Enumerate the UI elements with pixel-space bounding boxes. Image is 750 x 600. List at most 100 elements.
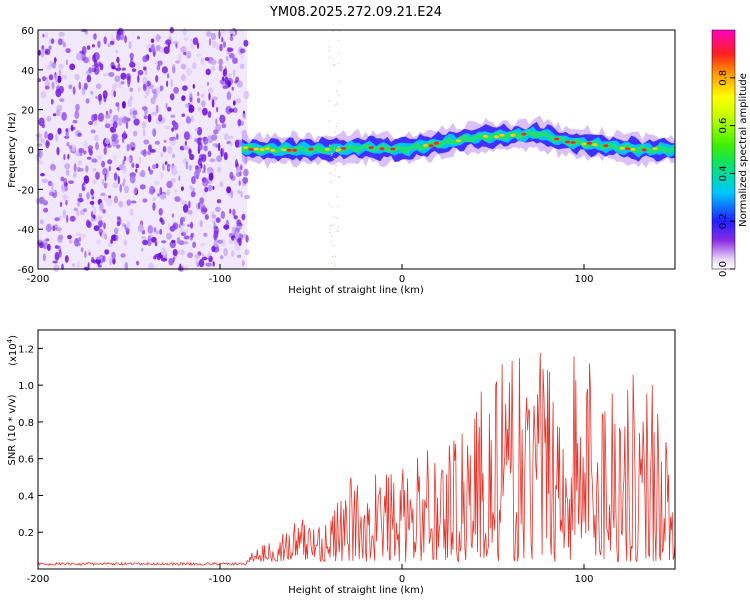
noise-speckle — [49, 164, 57, 171]
noise-speckle — [147, 113, 152, 123]
noise-speckle — [159, 228, 163, 235]
noise-speckle — [45, 32, 49, 38]
faint-speckle — [332, 63, 335, 66]
y-multiplier-base: (x10 — [8, 343, 19, 366]
noise-speckle — [167, 42, 170, 49]
noise-speckle — [155, 75, 159, 83]
ridge-peak — [428, 144, 434, 148]
noise-speckle — [101, 231, 107, 240]
noise-speckle — [115, 49, 119, 54]
noise-speckle — [175, 43, 178, 49]
noise-speckle — [235, 231, 240, 239]
noise-speckle — [103, 36, 107, 45]
noise-speckle — [177, 54, 182, 63]
noise-speckle — [207, 252, 211, 258]
noise-speckle — [228, 108, 235, 113]
noise-speckle — [40, 173, 45, 177]
noise-speckle — [126, 220, 131, 229]
faint-speckle — [332, 245, 335, 247]
noise-speckle — [188, 164, 192, 171]
noise-speckle — [111, 251, 116, 260]
noise-speckle — [103, 182, 108, 189]
noise-speckle — [172, 256, 175, 263]
noise-speckle — [135, 163, 140, 169]
noise-speckle — [126, 199, 132, 207]
noise-speckle — [55, 133, 59, 142]
noise-speckle — [139, 184, 146, 190]
faint-speckle — [328, 99, 331, 102]
noise-speckle — [194, 128, 199, 132]
noise-speckle — [235, 98, 241, 104]
faint-speckle — [339, 176, 341, 179]
top-x-axis-label: Height of straight line (km) — [288, 285, 424, 296]
faint-speckle — [337, 93, 339, 96]
noise-speckle — [101, 178, 105, 186]
noise-speckle — [230, 189, 234, 199]
noise-speckle — [154, 180, 160, 186]
faint-speckle — [335, 164, 338, 167]
noise-speckle — [172, 63, 175, 68]
noise-speckle — [61, 111, 67, 121]
noise-speckle — [203, 145, 208, 152]
noise-speckle — [149, 234, 154, 238]
noise-speckle — [61, 185, 65, 193]
noise-speckle — [200, 57, 205, 65]
noise-speckle — [199, 243, 206, 247]
noise-speckle — [95, 256, 102, 260]
noise-speckle — [192, 241, 197, 248]
noise-speckle — [201, 254, 206, 257]
noise-speckle — [86, 45, 91, 50]
noise-speckle — [113, 172, 118, 182]
colorbar-tick-label: 0.4 — [718, 165, 729, 181]
noise-speckle — [40, 91, 47, 99]
noise-speckle — [65, 169, 70, 176]
noise-speckle — [88, 55, 91, 64]
noise-speckle — [181, 74, 186, 82]
noise-speckle — [227, 47, 234, 52]
colorbar-tick-label: 0.8 — [718, 70, 729, 86]
noise-speckle — [132, 110, 138, 116]
noise-speckle — [57, 234, 64, 240]
noise-speckle — [39, 219, 44, 225]
noise-speckle — [195, 165, 199, 170]
faint-speckle — [331, 255, 334, 258]
noise-speckle — [91, 64, 96, 69]
noise-speckle — [187, 224, 190, 228]
noise-speckle — [147, 225, 154, 234]
noise-speckle — [121, 222, 126, 228]
bottom-x-tick-label: 100 — [574, 574, 593, 585]
noise-speckle — [115, 234, 119, 242]
noise-speckle — [52, 260, 58, 264]
noise-speckle — [71, 144, 76, 152]
noise-speckle — [227, 80, 232, 88]
noise-speckle — [103, 146, 107, 155]
noise-speckle — [174, 189, 178, 193]
bottom-y-tick-label: 0.2 — [18, 528, 34, 539]
ridge-peak — [379, 147, 385, 151]
noise-speckle — [188, 148, 192, 156]
noise-speckle — [202, 178, 209, 187]
noise-speckle — [58, 85, 64, 94]
noise-speckle — [160, 247, 167, 256]
noise-speckle — [204, 57, 210, 61]
top-y-tick-label: 40 — [21, 66, 34, 77]
noise-speckle — [180, 227, 183, 234]
noise-speckle — [207, 87, 214, 94]
noise-speckle — [184, 264, 189, 272]
noise-speckle — [199, 197, 205, 204]
noise-speckle — [173, 86, 180, 94]
noise-speckle — [160, 172, 164, 179]
noise-speckle — [152, 164, 156, 170]
noise-speckle — [223, 224, 230, 230]
noise-speckle — [68, 239, 73, 245]
faint-speckle — [333, 262, 336, 264]
noise-speckle — [83, 82, 88, 91]
noise-speckle — [93, 207, 97, 216]
noise-speckle — [226, 91, 232, 101]
ridge-peak — [259, 148, 265, 152]
noise-speckle — [222, 41, 226, 48]
noise-speckle — [80, 233, 87, 239]
noise-speckle — [234, 139, 240, 148]
noise-speckle — [152, 128, 157, 137]
